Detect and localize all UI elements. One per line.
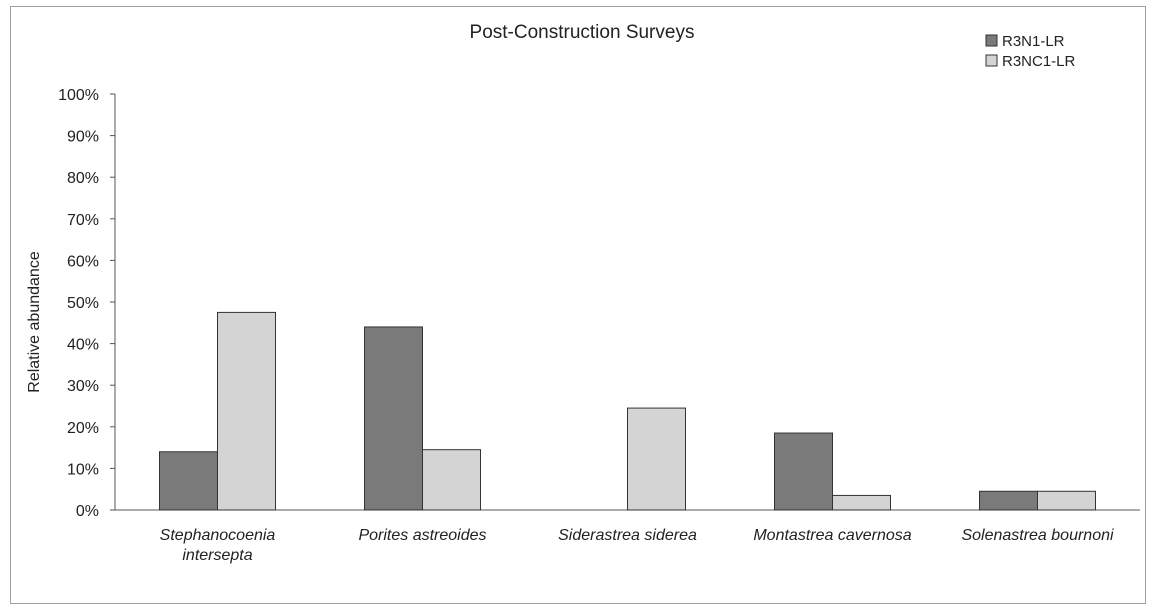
x-category-label: intersepta [182, 547, 252, 564]
axes: 0% 10% 20% 30% 40% 50% 60% 70% 80% 90% 100% [58, 87, 1140, 520]
y-tick-label: 60% [67, 253, 99, 270]
bar-r3nc1-lr [422, 449, 481, 511]
y-tick-label: 100% [58, 87, 99, 104]
y-tick-label: 30% [67, 378, 99, 395]
category-labels: Stephanocoenia intersepta Porites astreoid… [160, 527, 1114, 564]
y-tick-label: 90% [67, 129, 99, 146]
bar-r3n1-lr [159, 451, 218, 511]
x-category-label: Porites astreoides [358, 527, 486, 544]
y-tick-label: 40% [67, 337, 99, 354]
y-tick-label: 0% [76, 503, 99, 520]
bar-r3nc1-lr [832, 494, 891, 511]
legend: R3N1-LR R3NC1-LR [985, 33, 1076, 70]
legend-label: R3NC1-LR [1002, 53, 1076, 70]
legend-swatch [985, 34, 998, 47]
x-category-label: Stephanocoenia [160, 527, 276, 544]
y-tick-label: 10% [67, 461, 99, 478]
bar-r3nc1-lr [1037, 490, 1096, 511]
bar-r3nc1-lr [217, 311, 276, 511]
y-tick-label: 70% [67, 212, 99, 229]
bar-r3n1-lr [364, 326, 423, 511]
legend-label: R3N1-LR [1002, 33, 1065, 50]
chart-title: Post-Construction Surveys [470, 22, 695, 43]
y-tick-label: 50% [67, 295, 99, 312]
legend-swatch [985, 54, 998, 67]
bar-r3n1-lr [979, 490, 1038, 511]
bars [159, 311, 1096, 511]
y-axis-label: Relative abundance [26, 251, 43, 393]
y-tick-label: 80% [67, 170, 99, 187]
x-category-label: Montastrea cavernosa [753, 527, 911, 544]
y-tick-label: 20% [67, 420, 99, 437]
bar-r3n1-lr [774, 432, 833, 511]
bar-r3nc1-lr [627, 407, 686, 511]
x-category-label: Siderastrea siderea [558, 527, 697, 544]
x-category-label: Solenastrea bournoni [961, 527, 1114, 544]
